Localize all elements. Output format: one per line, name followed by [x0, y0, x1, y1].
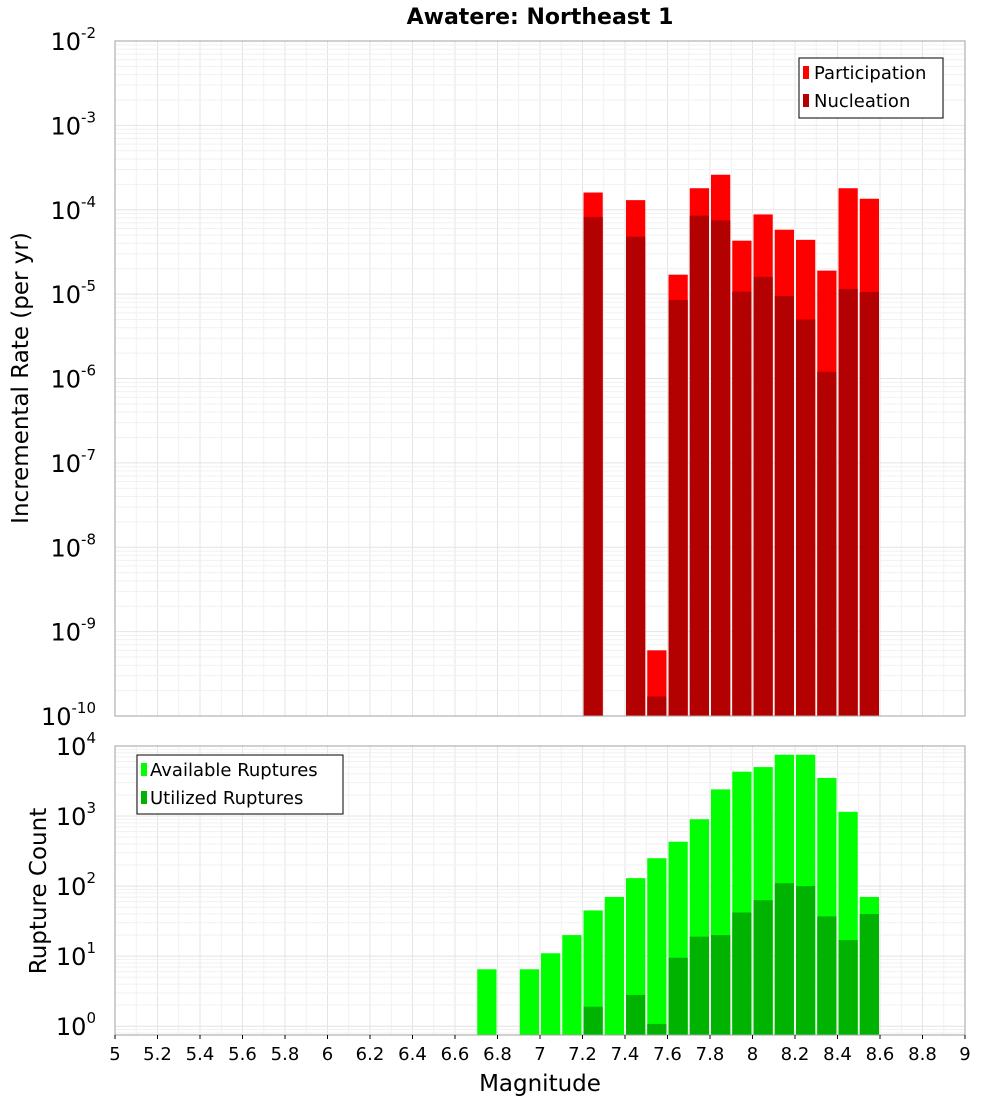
x-tick-label: 8.8 — [908, 1044, 937, 1065]
bottom-bar-utilized-ruptures — [732, 912, 752, 1035]
participation-swatch — [803, 66, 809, 79]
top-bar-nucleation — [711, 220, 731, 717]
top-bar-nucleation — [753, 276, 773, 716]
x-tick-label: 6.2 — [356, 1044, 385, 1065]
top-y-tick-label: 10-6 — [50, 362, 96, 394]
top-bars — [583, 174, 879, 717]
bottom-y-axis-label: Rupture Count — [26, 808, 52, 974]
bottom-bar-available-ruptures — [519, 969, 539, 1035]
top-bar-nucleation — [817, 371, 837, 716]
top-y-tick-label: 10-10 — [41, 699, 96, 731]
x-tick-label: 7.6 — [653, 1044, 682, 1065]
bottom-bar-utilized-ruptures — [838, 940, 858, 1035]
x-axis-label: Magnitude — [479, 1071, 601, 1097]
top-y-tick-label: 10-8 — [50, 530, 96, 562]
x-tick-label: 7.4 — [611, 1044, 640, 1065]
bottom-legend-box — [136, 754, 344, 815]
bottom-bar-utilized-ruptures — [626, 994, 646, 1035]
bottom-bar-utilized-ruptures — [774, 883, 794, 1035]
bottom-bar-available-ruptures — [583, 910, 603, 1035]
top-bar-nucleation — [647, 696, 667, 716]
x-tick-label: 8.6 — [866, 1044, 895, 1065]
bottom-x-ticks: 5 5.2 5.4 5.6 5.8 6 6.2 6.4 6.6 6.8 7 7.2 7.4 7.6 7.8 8… — [109, 1035, 971, 1065]
nucleation-swatch — [803, 94, 809, 107]
chart-title: Awatere: Northeast 1 — [407, 5, 674, 30]
top-bar-nucleation — [774, 296, 794, 716]
x-tick-label: 8 — [747, 1044, 758, 1065]
bottom-bar-utilized-ruptures — [689, 936, 709, 1035]
x-tick-label: 9 — [959, 1044, 970, 1065]
top-grid — [114, 40, 966, 717]
top-bar-nucleation — [796, 319, 816, 716]
available-ruptures-swatch — [141, 763, 147, 776]
top-y-tick-label: 10-9 — [50, 615, 96, 647]
bottom-y-ticks: 100 101 102 103 104 — [56, 729, 96, 1041]
bottom-y-tick-label: 102 — [56, 869, 96, 901]
top-bar-nucleation — [838, 289, 858, 716]
bottom-bar-available-ruptures — [647, 858, 667, 1035]
top-y-axis-label: Incremental Rate (per yr) — [8, 232, 34, 524]
top-bar-nucleation — [668, 300, 688, 716]
x-tick-label: 7 — [534, 1044, 545, 1065]
top-y-tick-label: 10-4 — [50, 193, 96, 225]
participation-legend-label: Participation — [814, 63, 926, 84]
top-y-tick-label: 10-7 — [50, 446, 96, 478]
x-tick-label: 5.2 — [143, 1044, 172, 1065]
bottom-bar-utilized-ruptures — [817, 916, 837, 1035]
bottom-y-tick-label: 101 — [56, 939, 96, 971]
bottom-bar-utilized-ruptures — [796, 886, 816, 1035]
bottom-bar-utilized-ruptures — [583, 1006, 603, 1035]
bottom-legend: Available Ruptures Utilized Ruptures — [136, 754, 344, 815]
bottom-bar-utilized-ruptures — [668, 957, 688, 1035]
utilized-ruptures-legend-label: Utilized Ruptures — [150, 788, 303, 809]
utilized-ruptures-swatch — [141, 791, 147, 804]
x-tick-label: 6.4 — [398, 1044, 427, 1065]
x-tick-label: 5 — [109, 1044, 120, 1065]
x-tick-label: 8.2 — [781, 1044, 810, 1065]
x-tick-label: 5.8 — [271, 1044, 300, 1065]
x-tick-label: 5.4 — [186, 1044, 215, 1065]
bottom-y-tick-label: 104 — [56, 729, 96, 761]
top-legend: Participation Nucleation — [798, 57, 944, 119]
top-y-ticks: 10-10 10-9 10-8 10-7 10-6 10-5 10-4 10-3 10-2 — [41, 24, 96, 731]
top-plot-frame — [114, 40, 966, 717]
bottom-bar-utilized-ruptures — [711, 935, 731, 1035]
top-panel: 10-10 10-9 10-8 10-7 10-6 10-5 10-4 10-3 10-2 In… — [8, 24, 966, 731]
x-tick-label: 6 — [322, 1044, 333, 1065]
top-bar-nucleation — [859, 291, 879, 716]
top-bar-nucleation — [732, 291, 752, 716]
top-y-tick-label: 10-2 — [50, 24, 96, 56]
top-bar-nucleation — [689, 215, 709, 717]
x-tick-label: 7.8 — [696, 1044, 725, 1065]
x-tick-label: 6.8 — [483, 1044, 512, 1065]
bottom-bar-utilized-ruptures — [753, 900, 773, 1035]
available-ruptures-legend-label: Available Ruptures — [150, 760, 318, 781]
bottom-y-tick-label: 103 — [56, 799, 96, 831]
top-y-tick-label: 10-3 — [50, 108, 96, 140]
bottom-bar-available-ruptures — [541, 953, 561, 1035]
bottom-bars — [477, 754, 879, 1035]
nucleation-legend-label: Nucleation — [814, 91, 910, 112]
x-tick-label: 8.4 — [823, 1044, 852, 1065]
top-bar-nucleation — [583, 217, 603, 716]
x-tick-label: 7.2 — [568, 1044, 597, 1065]
top-bar-nucleation — [626, 236, 646, 716]
x-tick-label: 5.6 — [228, 1044, 257, 1065]
bottom-bar-utilized-ruptures — [647, 1023, 667, 1035]
bottom-y-tick-label: 100 — [56, 1009, 96, 1041]
bottom-bar-utilized-ruptures — [859, 914, 879, 1035]
bottom-bar-available-ruptures — [562, 935, 582, 1035]
top-legend-box — [798, 57, 944, 119]
x-tick-label: 6.6 — [441, 1044, 470, 1065]
bottom-bar-available-ruptures — [477, 969, 497, 1035]
bottom-bar-available-ruptures — [604, 896, 624, 1035]
bottom-panel: 100 101 102 103 104 5 5.2 5.4 5.6 5.8 6 6.2 6.4 6.6 6… — [26, 729, 971, 1097]
top-y-tick-label: 10-5 — [50, 277, 96, 309]
